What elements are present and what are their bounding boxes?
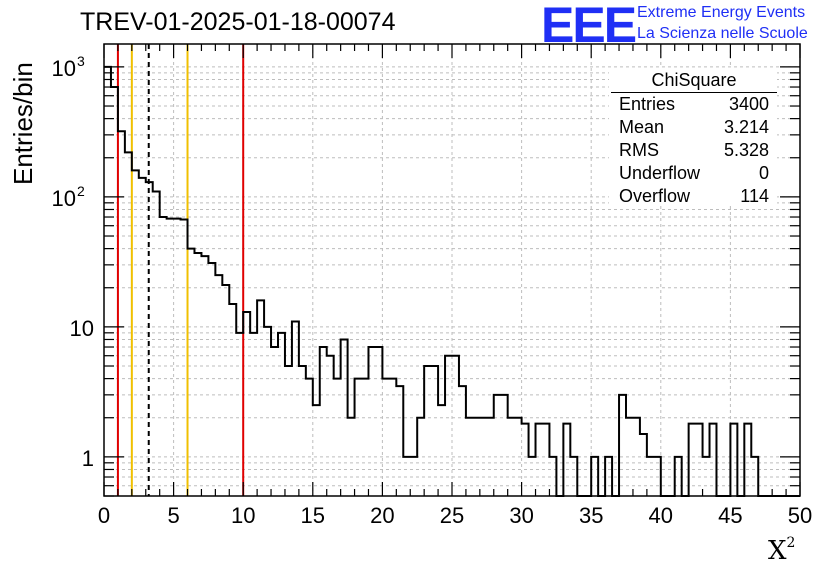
x-tick-label: 50 [788, 503, 812, 528]
x-tick-label: 10 [231, 503, 255, 528]
eee-logo: EEE [541, 0, 637, 53]
stats-box: ChiSquare Entries 3400 Mean 3.214 RMS 5.328… [609, 68, 777, 206]
reference-lines [116, 44, 245, 496]
stats-label: Underflow [619, 163, 701, 183]
x-tick-label: 35 [579, 503, 603, 528]
stats-value: 3400 [728, 94, 769, 114]
x-tick-label: 40 [649, 503, 673, 528]
y-tick-label-exponent: 2 [77, 183, 85, 199]
stats-row: RMS 5.328 [609, 139, 777, 162]
x-tick-label: 30 [509, 503, 533, 528]
stats-row: Mean 3.214 [609, 116, 777, 139]
y-tick-label-exponent: 3 [77, 53, 85, 69]
x-axis-label-text: X [768, 536, 787, 566]
stats-value: 0 [758, 163, 769, 183]
x-tick-label: 5 [167, 503, 179, 528]
stats-label: Overflow [619, 186, 691, 206]
stats-row: Overflow 114 [609, 185, 777, 208]
logo-line-2: La Scienza nelle Scuole [637, 25, 808, 42]
stats-label: Entries [619, 94, 676, 114]
x-tick-label: 45 [718, 503, 742, 528]
grid [104, 44, 800, 496]
stats-value: 3.214 [723, 117, 769, 137]
stats-row: Entries 3400 [609, 93, 777, 116]
y-tick-label: 10 [70, 316, 94, 341]
x-tick-label: 25 [440, 503, 464, 528]
y-tick-label: 10 [52, 56, 76, 81]
chart-title: TREV-01-2025-01-18-00074 [80, 8, 396, 36]
y-axis-label: Entries/bin [8, 62, 38, 185]
logo-line-1: Extreme Energy Events [637, 4, 806, 21]
stats-label: Mean [619, 117, 665, 137]
y-tick-label: 10 [52, 186, 76, 211]
x-tick-label: 15 [301, 503, 325, 528]
stats-row: Underflow 0 [609, 162, 777, 185]
stats-value: 5.328 [723, 140, 769, 160]
x-tick-label: 20 [370, 503, 394, 528]
stats-value: 114 [740, 186, 769, 206]
x-axis-label-sup: 2 [786, 535, 796, 551]
stats-title: ChiSquare [611, 68, 777, 93]
y-tick-label: 1 [82, 446, 94, 471]
x-tick-label: 0 [98, 503, 110, 528]
stats-label: RMS [619, 140, 659, 160]
x-axis-label: X2 [768, 535, 795, 566]
